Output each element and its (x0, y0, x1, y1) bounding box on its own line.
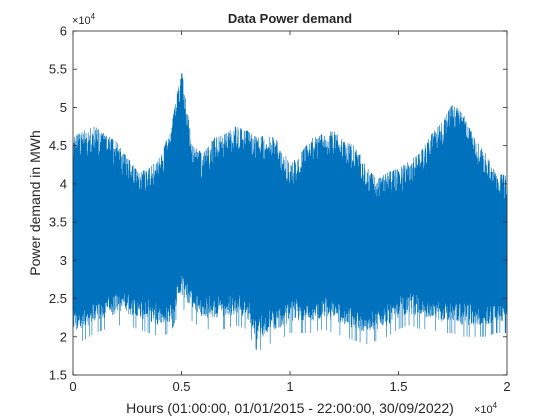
y-tick-label: 5.5 (49, 62, 67, 77)
x-axis-label: Hours (01:00:00, 01/01/2015 - 22:00:00, … (126, 400, 454, 416)
y-multiplier-base: ×10 (72, 15, 91, 27)
y-multiplier-exponent: 4 (91, 12, 96, 21)
y-tick-label: 1.5 (49, 368, 67, 383)
series-group (72, 73, 508, 351)
y-axis-multiplier: ×104 (72, 12, 96, 27)
y-tick-label: 4 (60, 176, 67, 191)
y-axis-ticks: 1.5 2 2.5 3 3.5 4 4.5 5 5.5 6 (49, 24, 507, 383)
y-tick-label: 3.5 (49, 215, 67, 230)
x-multiplier-exponent: 4 (493, 401, 498, 410)
x-axis-multiplier: ×104 (474, 401, 498, 416)
y-tick-label: 2 (60, 329, 67, 344)
y-tick-label: 2.5 (49, 291, 67, 306)
y-tick-label: 4.5 (49, 138, 67, 153)
x-tick-label: 1.5 (389, 379, 407, 394)
x-tick-label: 0 (69, 379, 76, 394)
x-axis-ticks: 0 0.5 1 1.5 2 (69, 31, 511, 394)
y-axis-label: Power demand in MWh (27, 130, 43, 276)
x-tick-label: 0.5 (172, 379, 190, 394)
series-line (72, 73, 508, 351)
x-tick-label: 1 (286, 379, 293, 394)
x-multiplier-base: ×10 (474, 404, 493, 416)
y-tick-label: 5 (60, 100, 67, 115)
x-tick-label: 2 (503, 379, 510, 394)
y-tick-label: 3 (60, 253, 67, 268)
chart-title: Data Power demand (228, 11, 352, 26)
y-tick-label: 6 (60, 24, 67, 39)
